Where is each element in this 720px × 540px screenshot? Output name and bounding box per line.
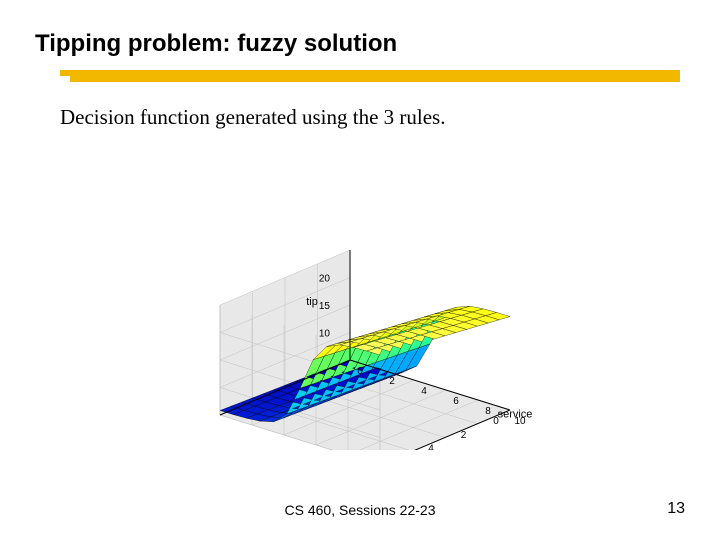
svg-text:2: 2 xyxy=(461,430,467,441)
svg-text:4: 4 xyxy=(428,444,434,451)
body-text: Decision function generated using the 3 … xyxy=(60,105,445,130)
svg-text:15: 15 xyxy=(319,301,331,312)
accent-bar-bottom xyxy=(70,76,680,82)
svg-text:4: 4 xyxy=(421,386,427,397)
page-number: 13 xyxy=(667,500,685,518)
surface-chart: 024680246810101520foodservicetip xyxy=(150,150,570,450)
svg-text:10: 10 xyxy=(319,329,331,340)
accent-bar xyxy=(60,70,680,82)
footer-text: CS 460, Sessions 22-23 xyxy=(0,502,720,518)
slide-title: Tipping problem: fuzzy solution xyxy=(35,30,397,58)
svg-text:20: 20 xyxy=(319,274,331,285)
svg-text:6: 6 xyxy=(453,396,459,407)
svg-text:tip: tip xyxy=(306,296,318,308)
svg-text:2: 2 xyxy=(389,376,395,387)
svg-text:8: 8 xyxy=(485,406,491,417)
svg-text:service: service xyxy=(498,409,533,421)
svg-text:0: 0 xyxy=(357,366,363,377)
